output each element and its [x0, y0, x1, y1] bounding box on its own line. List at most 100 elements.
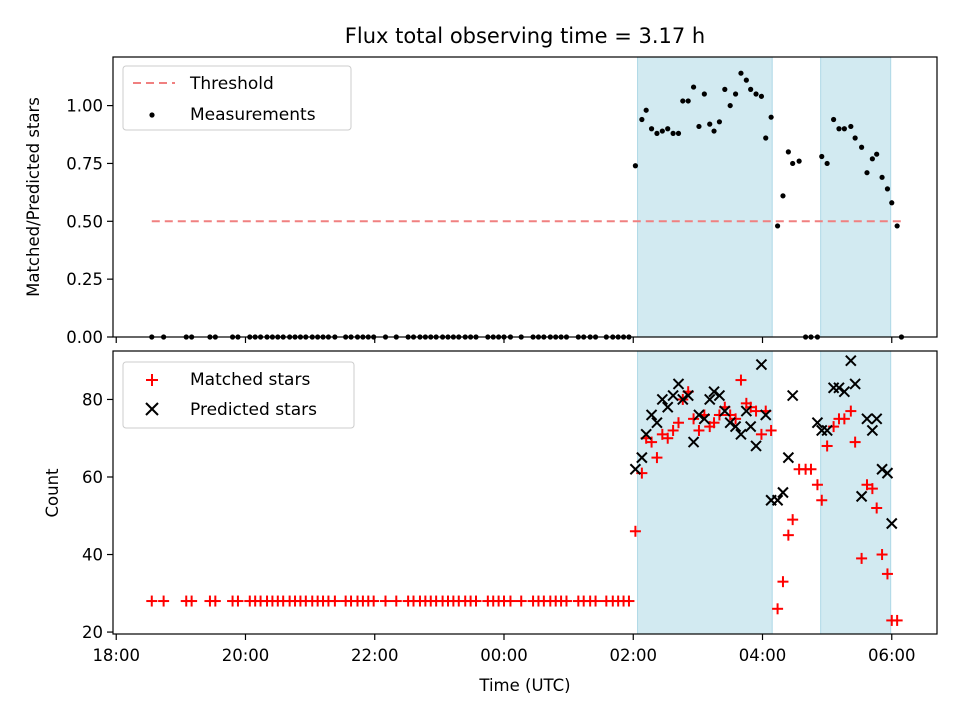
predicted-star-point	[866, 424, 879, 437]
matched-star-point	[856, 552, 868, 564]
matched-star-point	[816, 494, 828, 506]
matched-star-point	[708, 417, 720, 429]
x-tick-label: 04:00	[739, 646, 787, 665]
matched-star-point	[871, 502, 883, 514]
matched-star-point	[821, 440, 833, 452]
legend-predicted-swatch	[145, 402, 159, 416]
matched-star-point	[693, 424, 705, 436]
predicted-star-point	[656, 393, 669, 406]
predicted-star-point	[677, 393, 689, 406]
matched-star-point	[209, 595, 221, 607]
y-tick-label: 0.25	[66, 270, 103, 289]
predicted-star-point	[833, 382, 845, 394]
measurement-point	[841, 126, 847, 132]
matched-star-point	[755, 428, 767, 440]
matched-star-point	[772, 603, 784, 615]
predicted-star-point	[724, 417, 736, 429]
measurement-point	[859, 144, 865, 150]
matched-star-point	[777, 576, 789, 588]
predicted-star-point	[704, 393, 716, 406]
y-tick-label: 60	[82, 468, 103, 487]
predicted-star-point	[838, 385, 851, 398]
predicted-star-point	[640, 428, 652, 441]
measurement-point	[889, 200, 895, 206]
matched-star-point	[667, 424, 679, 436]
panel-count-frame	[112, 350, 938, 635]
matched-star-point	[811, 479, 823, 491]
matched-star-point	[623, 595, 635, 607]
predicted-star-point	[777, 486, 789, 499]
legend-measurements-label: Measurements	[190, 105, 316, 125]
predicted-star-point	[729, 420, 742, 433]
predicted-star-point	[811, 417, 824, 429]
matched-star-point	[730, 413, 742, 425]
x-tick-label: 06:00	[868, 646, 916, 665]
y-tick-label: 1.00	[66, 97, 103, 116]
predicted-star-point	[755, 358, 768, 371]
measurement-point	[654, 130, 660, 136]
observing-window-2	[820, 56, 892, 338]
matched-star-point	[651, 452, 663, 464]
matched-star-point	[504, 595, 516, 607]
predicted-star-point	[735, 428, 747, 441]
measurement-point	[848, 123, 854, 130]
predicted-star-points	[629, 354, 898, 530]
matched-star-point	[735, 374, 747, 386]
predicted-star-point	[886, 517, 898, 530]
x-tick-label: 02:00	[609, 646, 657, 665]
measurement-point	[768, 114, 774, 120]
measurement-point	[796, 158, 802, 164]
matched-star-point	[838, 413, 850, 425]
matched-star-point	[232, 595, 244, 607]
y-tick-label: 40	[82, 546, 103, 565]
x-tick-label: 00:00	[480, 646, 528, 665]
y-tick-label: 0.00	[66, 328, 103, 347]
measurement-point	[707, 121, 713, 127]
measurement-point	[670, 130, 676, 136]
measurement-point	[824, 160, 830, 167]
legend-matched-swatch	[146, 374, 158, 386]
legend-count: Matched stars Predicted stars	[122, 361, 355, 429]
measurement-point	[836, 126, 842, 132]
measurement-point	[869, 156, 875, 162]
measurement-point	[785, 149, 791, 155]
matched-star-point	[845, 405, 857, 417]
measurement-point	[727, 102, 733, 109]
measurement-point	[643, 107, 649, 113]
x-tick-label: 20:00	[222, 646, 270, 665]
matched-star-point	[805, 463, 817, 475]
matched-star-point	[866, 483, 878, 495]
matched-star-point	[662, 432, 674, 444]
matched-star-point	[629, 525, 641, 537]
matched-star-point	[560, 595, 572, 607]
predicted-star-point	[740, 405, 753, 417]
legend-ratio-box	[122, 65, 352, 131]
matched-star-point	[380, 595, 392, 607]
measurement-point	[680, 98, 686, 104]
matched-star-point	[881, 568, 893, 580]
predicted-star-point	[651, 417, 663, 429]
measurement-point	[659, 128, 665, 134]
predicted-star-point	[713, 389, 726, 402]
legend-count-box	[122, 361, 355, 429]
predicted-star-point	[662, 401, 674, 413]
predicted-star-point	[687, 436, 700, 448]
measurement-point	[864, 170, 870, 176]
predicted-star-point	[870, 413, 883, 425]
legend-predicted-label: Predicted stars	[190, 400, 317, 420]
chart-title: Flux total observing time = 3.17 h	[345, 24, 705, 48]
x-axis-ticks	[115, 337, 893, 343]
measurement-point	[884, 186, 891, 192]
observing-window-1	[637, 350, 773, 635]
measurement-point	[632, 163, 639, 169]
matched-star-point	[713, 409, 725, 421]
x-axis-label: Time (UTC)	[478, 676, 570, 695]
predicted-star-point	[672, 378, 685, 390]
matched-star-point	[590, 595, 602, 607]
predicted-star-point	[629, 463, 642, 475]
matched-star-point	[891, 614, 903, 626]
y-tick-label: 80	[82, 390, 103, 409]
predicted-star-point	[771, 494, 784, 506]
predicted-star-point	[861, 413, 873, 425]
legend-ratio: Threshold Measurements	[122, 65, 352, 131]
